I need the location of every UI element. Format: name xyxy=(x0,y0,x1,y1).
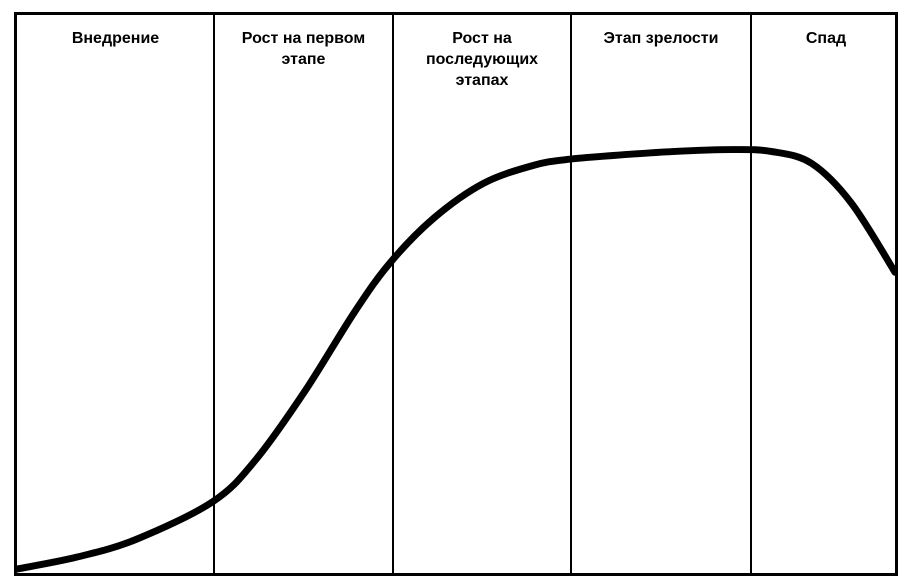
stage-label: Рост на последующих этапах xyxy=(393,29,571,91)
stage-divider xyxy=(392,15,394,573)
stage-label: Этап зрелости xyxy=(571,29,751,50)
stage-label: Рост на первом этапе xyxy=(214,29,393,71)
stage-label: Внедрение xyxy=(17,29,214,50)
chart-frame: ВнедрениеРост на первом этапеРост на пос… xyxy=(14,12,898,576)
stage-divider xyxy=(750,15,752,573)
stage-divider xyxy=(213,15,215,573)
stage-label: Спад xyxy=(751,29,901,50)
lifecycle-curve xyxy=(17,15,895,573)
lifecycle-chart: ВнедрениеРост на первом этапеРост на пос… xyxy=(0,0,912,588)
stage-divider xyxy=(570,15,572,573)
